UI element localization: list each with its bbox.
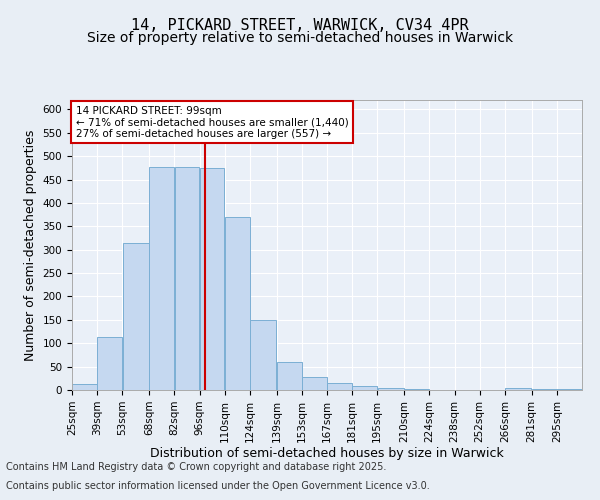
Bar [557,389,582,390]
Bar [122,242,149,390]
Bar [97,337,122,390]
Text: Contains public sector information licensed under the Open Government Licence v3: Contains public sector information licen… [6,481,430,491]
Bar [505,388,532,390]
Text: 14 PICKARD STREET: 99sqm
← 71% of semi-detached houses are smaller (1,440)
27% o: 14 PICKARD STREET: 99sqm ← 71% of semi-d… [76,106,349,139]
Bar [225,217,250,390]
Bar [532,389,557,390]
Bar [149,167,174,390]
Y-axis label: Number of semi-detached properties: Number of semi-detached properties [24,130,37,360]
Bar [277,362,302,390]
Bar [250,320,277,390]
Text: Size of property relative to semi-detached houses in Warwick: Size of property relative to semi-detach… [87,31,513,45]
Bar [352,386,377,390]
Bar [200,168,224,390]
Bar [72,384,97,390]
Bar [327,384,352,390]
Text: Contains HM Land Registry data © Crown copyright and database right 2025.: Contains HM Land Registry data © Crown c… [6,462,386,472]
Bar [377,388,404,390]
Bar [404,389,429,390]
Bar [175,168,199,390]
Bar [302,377,327,390]
X-axis label: Distribution of semi-detached houses by size in Warwick: Distribution of semi-detached houses by … [150,448,504,460]
Text: 14, PICKARD STREET, WARWICK, CV34 4PR: 14, PICKARD STREET, WARWICK, CV34 4PR [131,18,469,32]
